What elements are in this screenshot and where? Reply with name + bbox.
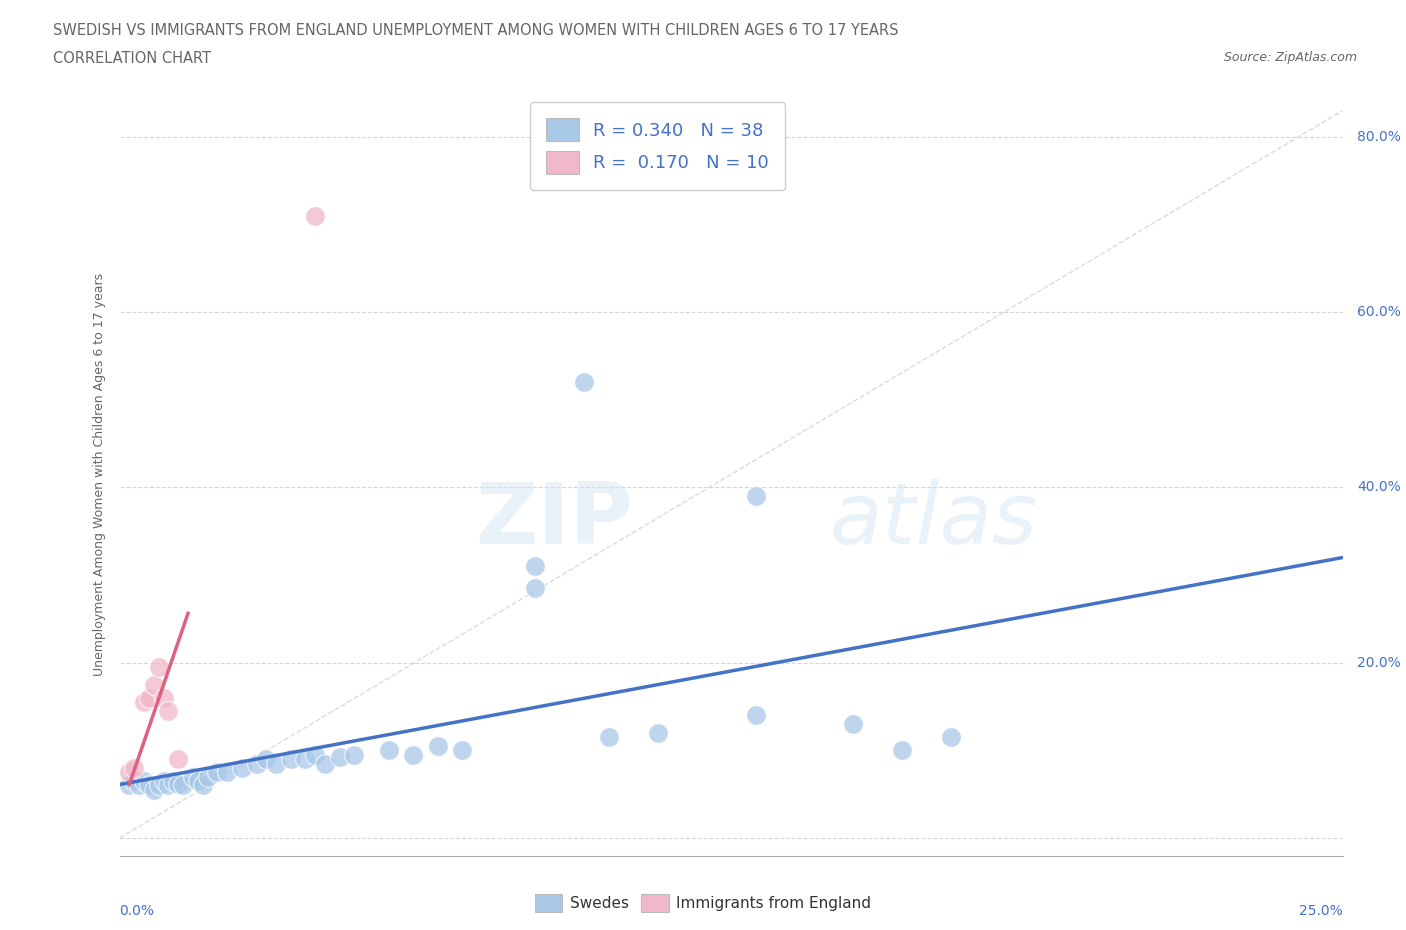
Point bbox=[245, 756, 267, 771]
Point bbox=[128, 778, 150, 793]
Legend: Swedes, Immigrants from England: Swedes, Immigrants from England bbox=[529, 888, 877, 918]
Point bbox=[148, 659, 170, 674]
Legend: R = 0.340   N = 38, R =  0.170   N = 10: R = 0.340 N = 38, R = 0.170 N = 10 bbox=[530, 102, 786, 190]
Point bbox=[191, 778, 214, 793]
Point bbox=[152, 774, 174, 789]
Text: 0.0%: 0.0% bbox=[120, 904, 155, 918]
Point bbox=[122, 774, 145, 789]
Point bbox=[451, 743, 474, 758]
Point bbox=[152, 690, 174, 705]
Point bbox=[647, 725, 669, 740]
Point bbox=[842, 717, 865, 732]
Point bbox=[426, 738, 449, 753]
Text: 40.0%: 40.0% bbox=[1357, 481, 1402, 495]
Point bbox=[254, 751, 277, 766]
Point bbox=[231, 761, 253, 776]
Point bbox=[264, 756, 287, 771]
Point bbox=[304, 208, 326, 223]
Point bbox=[744, 489, 766, 504]
Text: SWEDISH VS IMMIGRANTS FROM ENGLAND UNEMPLOYMENT AMONG WOMEN WITH CHILDREN AGES 6: SWEDISH VS IMMIGRANTS FROM ENGLAND UNEMP… bbox=[53, 23, 898, 38]
Point bbox=[187, 774, 209, 789]
Point bbox=[402, 748, 425, 763]
Text: 80.0%: 80.0% bbox=[1357, 130, 1402, 144]
Point bbox=[217, 764, 239, 779]
Point bbox=[294, 751, 316, 766]
Point bbox=[148, 778, 170, 793]
Point bbox=[377, 743, 399, 758]
Text: CORRELATION CHART: CORRELATION CHART bbox=[53, 51, 211, 66]
Point bbox=[941, 730, 963, 745]
Point bbox=[122, 761, 145, 776]
Point bbox=[314, 756, 336, 771]
Text: Source: ZipAtlas.com: Source: ZipAtlas.com bbox=[1223, 51, 1357, 64]
Point bbox=[744, 708, 766, 723]
Point bbox=[118, 764, 141, 779]
Y-axis label: Unemployment Among Women with Children Ages 6 to 17 years: Unemployment Among Women with Children A… bbox=[93, 272, 107, 676]
Point bbox=[167, 751, 190, 766]
Point bbox=[207, 764, 229, 779]
Point bbox=[132, 774, 155, 789]
Point bbox=[343, 748, 366, 763]
Point bbox=[172, 778, 194, 793]
Point bbox=[524, 559, 547, 574]
Point bbox=[524, 581, 547, 596]
Point bbox=[157, 778, 180, 793]
Point bbox=[132, 695, 155, 710]
Text: 25.0%: 25.0% bbox=[1299, 904, 1343, 918]
Text: 20.0%: 20.0% bbox=[1357, 656, 1402, 670]
Point bbox=[574, 375, 596, 390]
Point bbox=[157, 703, 180, 718]
Point bbox=[891, 743, 914, 758]
Point bbox=[162, 774, 184, 789]
Point bbox=[142, 782, 165, 797]
Point bbox=[142, 677, 165, 692]
Point bbox=[598, 730, 620, 745]
Point bbox=[118, 778, 141, 793]
Point bbox=[167, 777, 190, 791]
Text: 60.0%: 60.0% bbox=[1357, 305, 1402, 319]
Text: atlas: atlas bbox=[830, 479, 1038, 562]
Point bbox=[181, 769, 204, 784]
Point bbox=[197, 769, 219, 784]
Point bbox=[138, 690, 160, 705]
Point bbox=[280, 751, 302, 766]
Point bbox=[329, 750, 352, 764]
Text: ZIP: ZIP bbox=[475, 479, 633, 562]
Point bbox=[138, 778, 160, 793]
Point bbox=[304, 748, 326, 763]
